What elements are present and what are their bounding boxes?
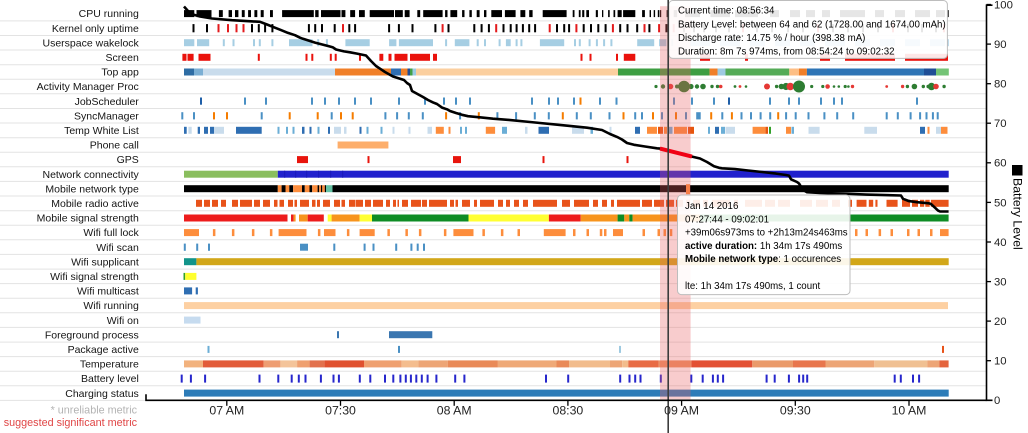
svg-text:SyncManager: SyncManager [74, 111, 139, 123]
svg-text:Mobile radio active: Mobile radio active [51, 198, 139, 210]
svg-text:0: 0 [994, 395, 1000, 407]
svg-text:Battery level: Battery level [81, 373, 139, 385]
svg-text:09:30: 09:30 [780, 404, 811, 418]
svg-text:Foreground process: Foreground process [45, 329, 139, 341]
svg-text:50: 50 [994, 197, 1007, 209]
svg-text:60: 60 [994, 158, 1007, 170]
svg-text:Mobile network type: 1 occuren: Mobile network type: 1 occurences [685, 254, 841, 265]
svg-text:07:27:44 - 09:02:01: 07:27:44 - 09:02:01 [685, 214, 769, 225]
svg-text:Battery Level: Battery Level [1011, 178, 1025, 250]
svg-text:08:30: 08:30 [553, 404, 584, 418]
svg-text:Discharge rate: 14.75 % / hour: Discharge rate: 14.75 % / hour (398.38 m… [678, 33, 865, 44]
svg-text:Wifi full lock: Wifi full lock [83, 227, 139, 239]
svg-text:active duration: 1h 34m 17s 49: active duration: 1h 34m 17s 490ms [685, 241, 842, 252]
svg-text:Mobile signal strength: Mobile signal strength [37, 213, 139, 225]
svg-text:Battery Level: between 64 and: Battery Level: between 64 and 62 (1728.0… [678, 19, 946, 30]
svg-text:* unreliable metric: * unreliable metric [51, 405, 138, 417]
svg-text:Phone call: Phone call [90, 140, 139, 152]
svg-text:10: 10 [994, 356, 1007, 368]
svg-text:Charging status: Charging status [65, 388, 139, 400]
svg-text:Duration: 8m 7s 974ms, from 08: Duration: 8m 7s 974ms, from 08:54:24 to … [678, 47, 894, 58]
svg-text:Activity Manager Proc: Activity Manager Proc [37, 81, 139, 93]
svg-text:Jan 14 2016: Jan 14 2016 [685, 201, 738, 212]
svg-text:08 AM: 08 AM [437, 404, 472, 418]
svg-text:Kernel only uptime: Kernel only uptime [52, 23, 139, 35]
svg-text:CPU running: CPU running [79, 8, 139, 20]
svg-text:Userspace wakelock: Userspace wakelock [43, 38, 140, 50]
svg-text:JobScheduler: JobScheduler [75, 96, 140, 108]
svg-text:Wifi supplicant: Wifi supplicant [71, 256, 139, 268]
svg-text:70: 70 [994, 118, 1007, 130]
svg-text:40: 40 [994, 237, 1007, 249]
svg-text:07:30: 07:30 [325, 404, 356, 418]
svg-text:20: 20 [994, 316, 1007, 328]
svg-text:Top app: Top app [101, 67, 139, 79]
svg-text:30: 30 [994, 277, 1007, 289]
svg-text:+39m06s973ms to +2h13m24s463ms: +39m06s973ms to +2h13m24s463ms [685, 228, 848, 239]
svg-text:Temp White List: Temp White List [64, 125, 139, 137]
svg-text:09 AM: 09 AM [664, 404, 699, 418]
svg-text:Temperature: Temperature [80, 359, 139, 371]
svg-text:90: 90 [994, 39, 1007, 51]
svg-text:Wifi signal strength: Wifi signal strength [50, 271, 139, 283]
svg-text:Wifi multicast: Wifi multicast [77, 286, 139, 298]
svg-text:Network connectivity: Network connectivity [43, 169, 140, 181]
svg-text:100: 100 [994, 0, 1013, 11]
svg-text:Screen: Screen [106, 52, 139, 64]
svg-text:80: 80 [994, 79, 1007, 91]
svg-text:Wifi running: Wifi running [83, 300, 139, 312]
svg-text:lte: 1h 34m 17s 490ms, 1 count: lte: 1h 34m 17s 490ms, 1 count [685, 281, 820, 292]
svg-text:Package active: Package active [68, 344, 139, 356]
svg-text:Mobile network type: Mobile network type [45, 183, 139, 195]
svg-text:Current time: 08:56:34: Current time: 08:56:34 [678, 6, 775, 17]
svg-text:10 AM: 10 AM [892, 404, 927, 418]
svg-text:Wifi scan: Wifi scan [96, 242, 139, 254]
svg-text:07 AM: 07 AM [209, 404, 244, 418]
svg-text:suggested significant metric: suggested significant metric [4, 417, 138, 429]
svg-text:GPS: GPS [117, 154, 139, 166]
svg-text:Wifi on: Wifi on [107, 315, 139, 327]
